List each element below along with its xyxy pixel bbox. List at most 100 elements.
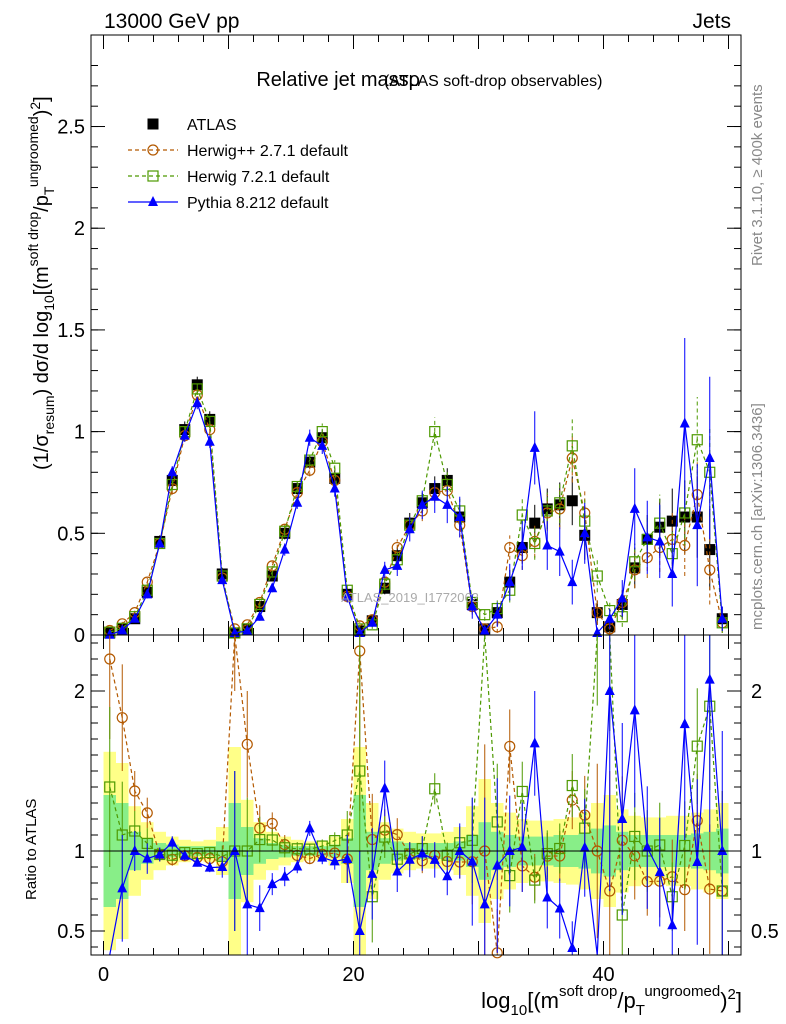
marker-open-square (279, 842, 291, 854)
marker-triangle (204, 435, 215, 446)
y-tick-label: 2 (74, 218, 85, 240)
marker-triangle (692, 856, 703, 867)
mcplots-label: mcplots.cern.ch [arXiv:1306.3436] (749, 403, 766, 630)
marker-triangle (354, 925, 365, 935)
marker-triangle (629, 704, 640, 715)
marker-open-square (354, 765, 366, 777)
marker-open-square (629, 830, 641, 843)
marker-circle (141, 807, 153, 819)
marker-open-square (291, 480, 303, 493)
marker-circle (591, 607, 603, 619)
x-tick-label: 0 (98, 964, 109, 986)
marker-triangle (379, 563, 390, 574)
ratio-y-tick-label-right: 2 (751, 681, 762, 703)
marker-triangle (442, 498, 453, 509)
marker-triangle (279, 543, 290, 554)
marker-triangle (367, 616, 378, 627)
header-left: 13000 GeV pp (104, 10, 239, 33)
chart-subtitle: (ATLAS soft-drop observables) (384, 73, 602, 90)
marker-triangle (404, 523, 415, 534)
marker-triangle (304, 822, 315, 833)
marker-triangle (342, 853, 353, 863)
marker-open-square (679, 839, 691, 852)
marker-triangle (567, 941, 578, 952)
marker-open-square (529, 874, 541, 886)
marker-triangle (492, 608, 503, 619)
marker-triangle (217, 861, 228, 871)
marker-triangle (467, 855, 478, 866)
marker-square (566, 495, 578, 507)
marker-triangle (129, 845, 140, 855)
marker-square (629, 562, 641, 574)
marker-open-square (591, 570, 603, 582)
marker-circle (679, 539, 691, 552)
ratio-series-3 (109, 635, 728, 956)
y-tick-label: 1.5 (57, 320, 85, 342)
marker-triangle (192, 397, 203, 408)
marker-triangle (454, 845, 465, 855)
y-tick-label: 2.5 (57, 117, 85, 139)
y-tick-label: 1 (74, 422, 85, 444)
marker-open-square (316, 426, 328, 438)
marker-triangle (217, 574, 228, 585)
legend-entry: Herwig 7.2.1 default (128, 169, 330, 186)
main-panel-series (104, 338, 728, 639)
marker-open-square (166, 478, 178, 491)
marker-triangle (579, 527, 590, 538)
legend-label: ATLAS (187, 117, 237, 134)
legend-label: Pythia 8.212 default (187, 195, 329, 212)
marker-triangle (517, 841, 528, 852)
marker-square (704, 544, 716, 556)
marker-square (304, 456, 316, 468)
marker-open-square (691, 434, 703, 446)
marker-triangle (554, 902, 565, 913)
legend-label: Herwig 7.2.1 default (187, 169, 330, 186)
marker-triangle (317, 851, 328, 862)
marker-open-square (516, 509, 528, 521)
marker-open-square (166, 849, 178, 861)
x-tick-label: 20 (342, 964, 364, 986)
marker-triangle (329, 855, 340, 866)
marker-triangle (467, 600, 478, 611)
marker-open-square (566, 440, 578, 452)
marker-triangle (417, 847, 428, 858)
marker-triangle (667, 567, 678, 578)
marker-open-square (554, 842, 566, 855)
marker-triangle (429, 490, 440, 501)
marker-triangle (629, 502, 640, 513)
marker-triangle (504, 576, 515, 587)
marker-triangle (542, 891, 553, 902)
marker-triangle (317, 439, 328, 450)
marker-open-square (516, 785, 528, 798)
marker-triangle (279, 870, 290, 881)
marker-triangle (229, 626, 240, 637)
marker-open-square (379, 578, 391, 590)
marker-triangle (404, 853, 415, 864)
ratio-y-tick-label: 1 (74, 841, 85, 863)
marker-triangle (429, 853, 440, 864)
marker-open-square (266, 834, 278, 846)
marker-triangle (704, 673, 715, 684)
marker-triangle (267, 878, 278, 889)
marker-triangle (679, 417, 690, 428)
marker-triangle (392, 865, 403, 876)
marker-triangle (329, 482, 340, 493)
marker-triangle (454, 511, 465, 522)
marker-triangle (354, 626, 365, 637)
marker-triangle (604, 685, 615, 695)
marker-open-square (291, 843, 303, 855)
marker-triangle (704, 452, 715, 463)
marker-triangle (204, 861, 215, 872)
marker-triangle (392, 559, 403, 570)
marker-triangle (229, 845, 240, 855)
marker-triangle (567, 576, 578, 587)
ratio-series-2 (104, 634, 728, 955)
marker-open-square (379, 831, 391, 843)
marker-open-square (554, 497, 566, 509)
marker-triangle (142, 588, 153, 599)
marker-triangle (154, 848, 165, 859)
legend: ATLAS Herwig++ 2.7.1 default Herwig 7.2.1 … (128, 117, 349, 212)
marker-triangle (254, 902, 265, 913)
marker-triangle (304, 431, 315, 442)
